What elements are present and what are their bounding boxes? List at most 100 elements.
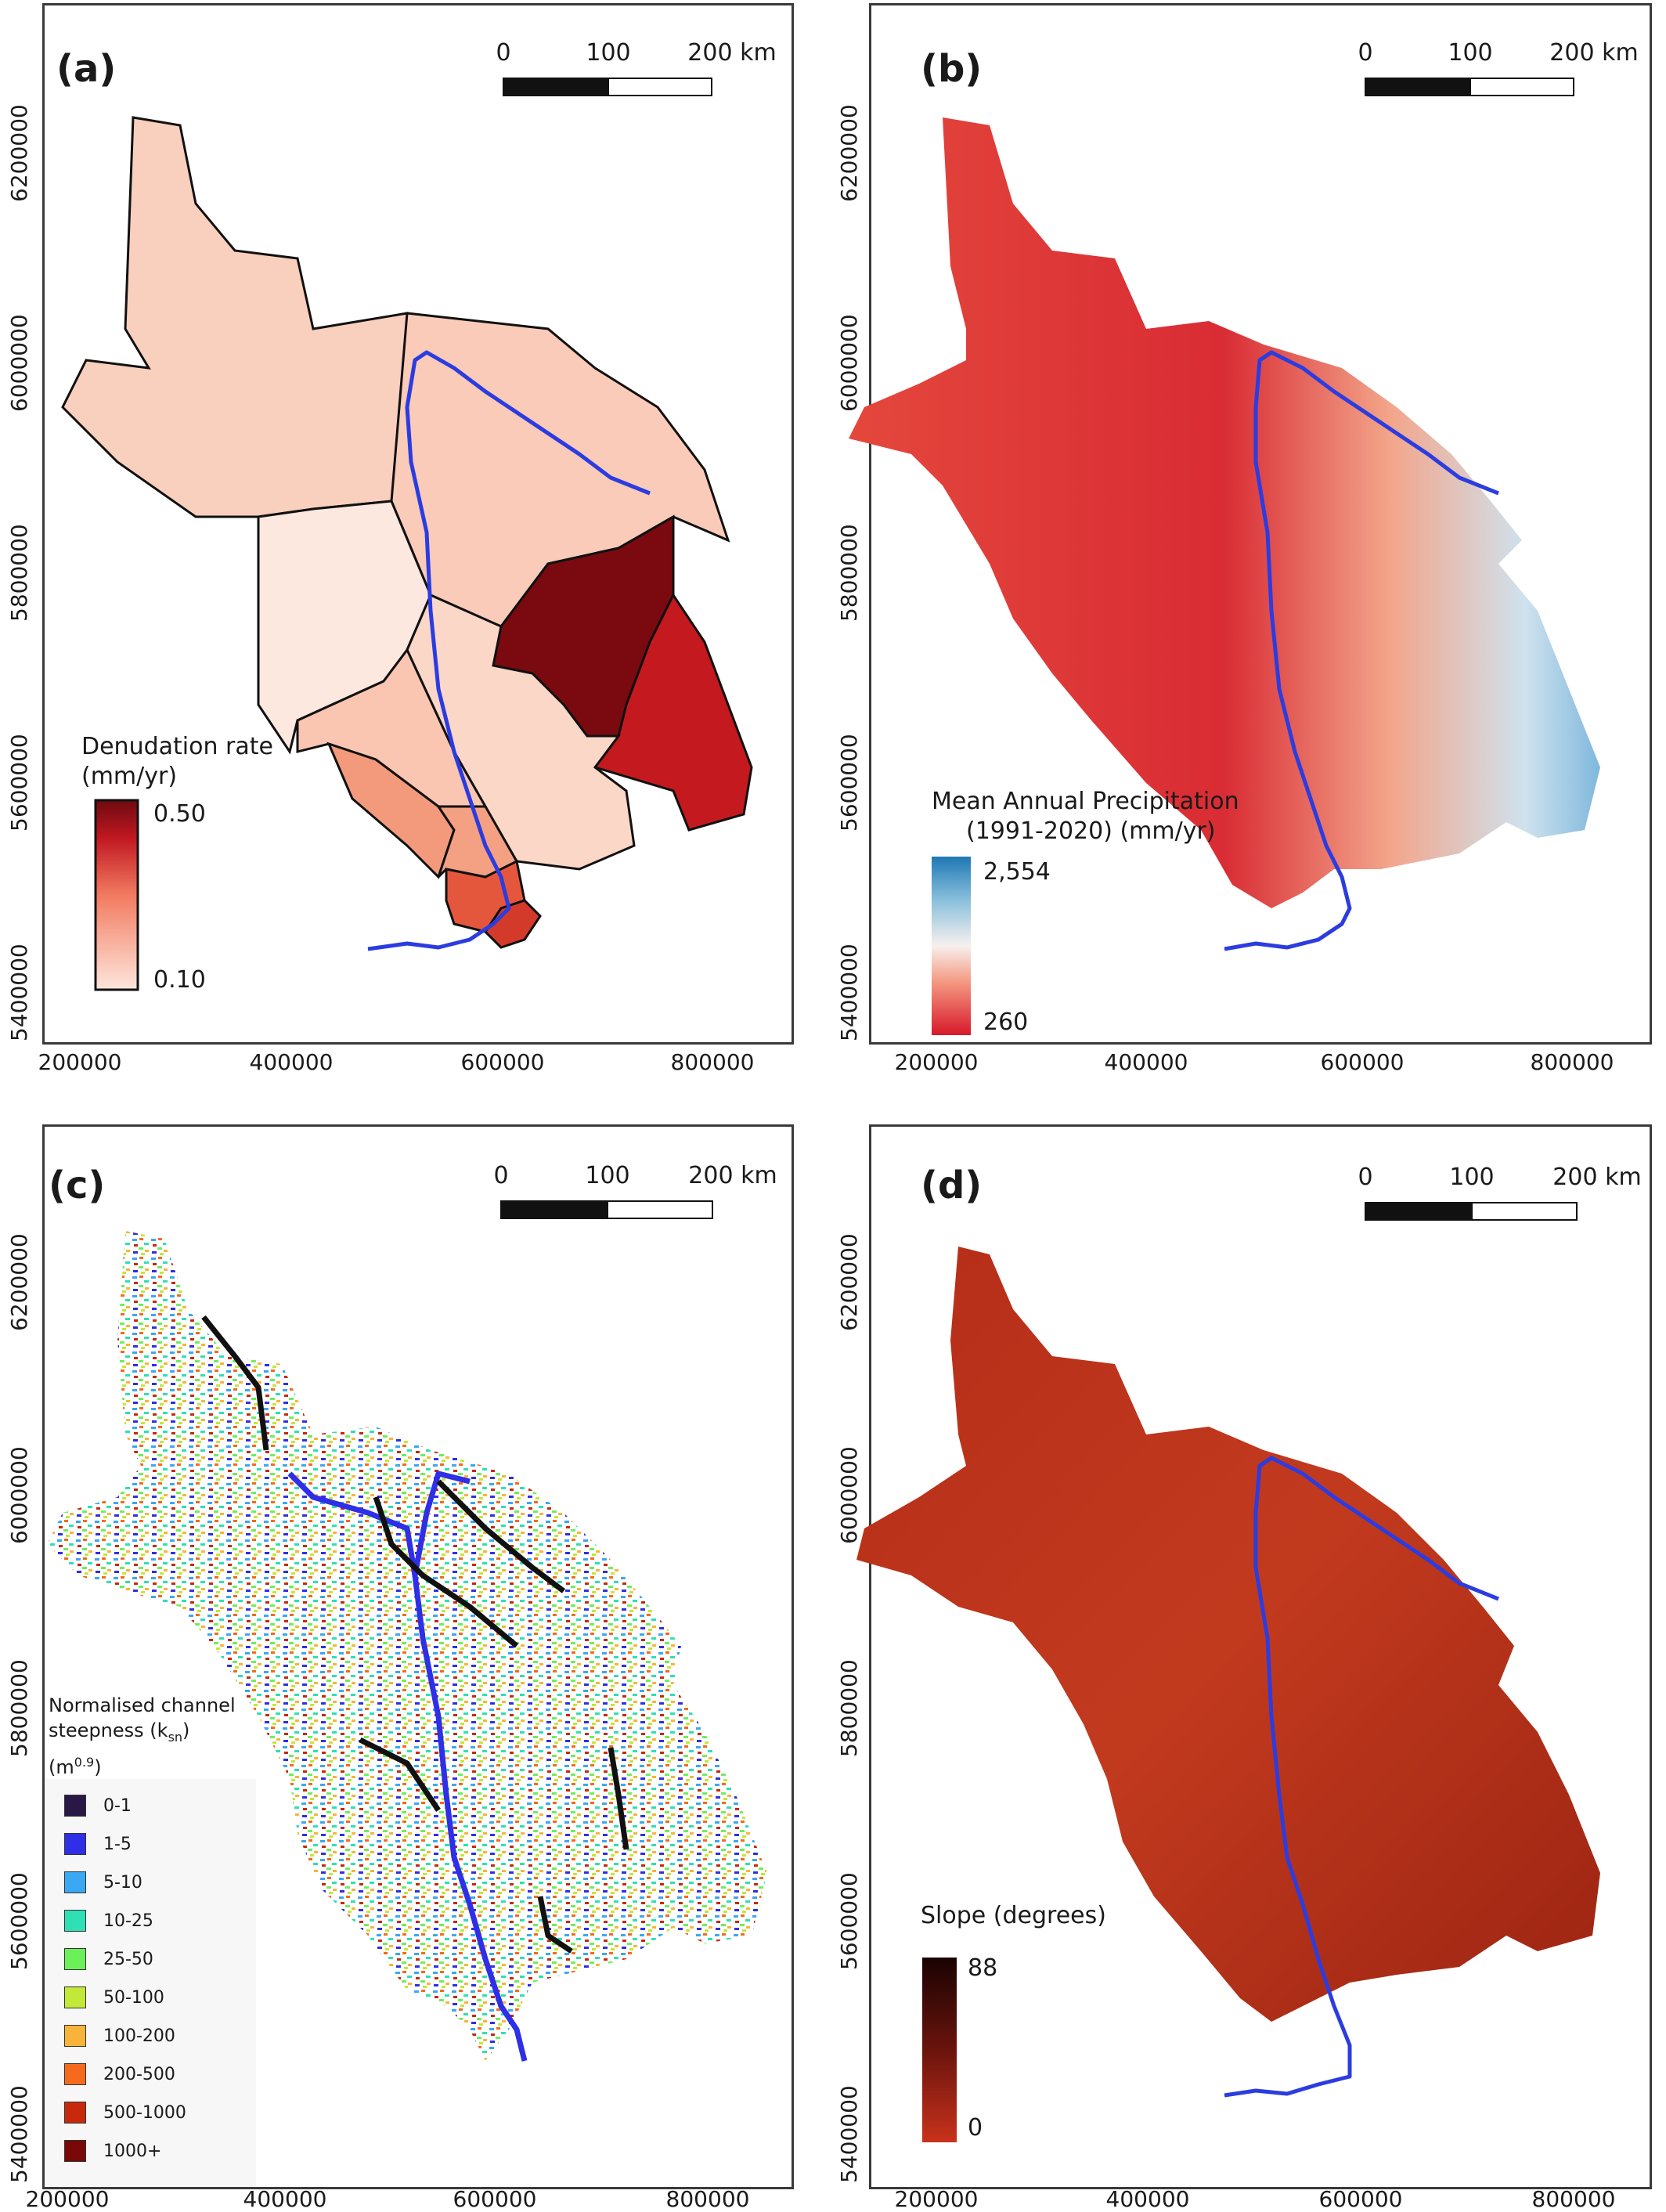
scale-bar-black [503,78,609,96]
scale-bar-black-b [1365,78,1471,96]
ksn-legend-swatch [64,2025,86,2047]
ksn-legend-swatch [64,1795,86,1817]
x-tick-200000-a: 200000 [38,1049,122,1075]
y-tick-5600000-c: 5600000 [6,1872,32,1970]
ksn-legend-swatch [64,1948,86,1970]
ksn-legend-label: 50-100 [103,1987,164,2008]
legend-title-c-unit: (m0.9) [49,1750,236,1780]
subcatchment-southeast [593,593,753,832]
ksn-legend-swatch [64,1833,86,1855]
ksn-legend-swatch [64,1910,86,1932]
panel-c: (c) 0 100 200 km Normalised channel stee… [0,1106,833,2212]
main-river-d [1224,1456,1499,2098]
scale-bar-white-c [607,1200,713,1219]
legend-title-b-line1: Mean Annual Precipitation [932,788,1239,815]
precipitation-raster [849,117,1600,908]
legend-title-c-line2: steepness (ksn) [49,1718,236,1750]
slope-raster [856,1247,1600,2022]
ksn-legend-swatch [64,2140,86,2162]
map-d [856,1202,1600,2142]
y-tick-6000000-b: 6000000 [836,314,862,412]
scale-bar-white-d [1471,1202,1578,1221]
x-tick-400000-c: 400000 [243,2186,327,2212]
scale-label-0-c: 0 [493,1162,509,1189]
y-tick-6000000-c: 6000000 [6,1446,32,1544]
ksn-legend-item: 1000+ [64,2134,161,2168]
panel-label-b: (b) [921,47,983,91]
scale-label-200: 200 km [687,39,777,67]
panel-label-d: (d) [921,1164,983,1207]
ksn-legend-item: 500-1000 [64,2095,186,2130]
ksn-legend-label: 100-200 [103,2026,175,2046]
legend-max-d: 88 [968,1954,998,1982]
ksn-legend-label: 200-500 [103,2064,175,2084]
x-tick-600000-b: 600000 [1320,1049,1405,1075]
y-tick-5400000-b: 5400000 [836,944,862,1041]
legend-unit-close: ) [94,1756,102,1778]
x-tick-400000-d: 400000 [1105,2186,1190,2212]
legend-title-c-sub: sn [168,1729,183,1745]
ksn-legend-list: 0-1 1-5 5-10 10-25 25-50 50-100 100-200 200-500… [27,1788,246,2172]
scale-bar-black-c [500,1200,608,1219]
panel-b: (b) 0 100 200 km Mean Annual Precipitati… [833,0,1666,1106]
legend-title-c-ksn: steepness (k [49,1719,168,1741]
legend-min-d: 0 [968,2114,983,2142]
y-tick-5400000-d: 5400000 [836,2085,862,2183]
legend-title-a-line2: (mm/yr) [81,763,178,790]
ksn-river-black [201,1315,629,1954]
ksn-legend-item: 25-50 [64,1942,153,1976]
y-tick-5800000-d: 5800000 [836,1659,862,1757]
legend-unit-sup: 0.9 [74,1754,95,1770]
x-tick-800000-a: 800000 [670,1049,755,1075]
legend-title-c-close: ) [182,1719,190,1741]
subcatchment-northwest [61,116,416,518]
panel-label-c: (c) [49,1164,106,1207]
legend-gradient-b [932,857,971,1035]
scale-bar-white [608,78,712,96]
y-tick-6200000-a: 6200000 [6,104,32,202]
x-tick-600000-d: 600000 [1318,2186,1403,2212]
ksn-legend-item: 1-5 [64,1827,132,1861]
main-river [367,350,651,951]
legend-max-b: 2,554 [983,858,1051,886]
y-tick-6200000-b: 6200000 [836,104,862,202]
scale-label-200-c: 200 km [688,1162,777,1189]
x-tick-800000-d: 800000 [1531,2186,1616,2212]
map-a [61,78,753,991]
scale-label-0-b: 0 [1358,39,1373,67]
legend-min-a: 0.10 [153,966,206,994]
y-tick-6000000-d: 6000000 [836,1446,862,1544]
legend-max-a: 0.50 [153,800,206,828]
x-tick-600000-c: 600000 [453,2186,537,2212]
x-tick-800000-b: 800000 [1530,1049,1614,1075]
y-tick-5800000-a: 5800000 [6,524,32,622]
map-b [849,78,1600,1035]
main-river-b [1224,350,1499,951]
ksn-legend-label: 0-1 [103,1795,132,1816]
y-tick-5400000-c: 5400000 [6,2085,32,2183]
legend-title-b: Mean Annual Precipitation (1991-2020) (m… [932,787,1239,846]
legend-title-b-line2: (1991-2020) (mm/yr) [966,817,1216,845]
y-tick-5400000-a: 5400000 [6,944,32,1041]
y-tick-6200000-c: 6200000 [6,1233,32,1331]
x-tick-200000-b: 200000 [894,1049,979,1075]
ksn-legend-swatch [64,1871,86,1893]
x-tick-600000-a: 600000 [460,1049,545,1075]
legend-title-c-line1: Normalised channel [49,1694,236,1716]
x-tick-400000-a: 400000 [249,1049,334,1075]
ksn-legend-swatch [64,1986,86,2008]
ksn-legend-swatch [64,2063,86,2085]
ksn-legend-item: 10-25 [64,1903,153,1938]
ksn-legend-item: 5-10 [64,1865,142,1900]
x-tick-400000-b: 400000 [1104,1049,1188,1075]
panel-d: (d) 0 100 200 km Slope (degrees) 88 0 20… [833,1106,1666,2212]
scale-label-100-c: 100 [585,1162,630,1189]
y-tick-5800000-c: 5800000 [6,1659,32,1757]
legend-gradient-a [94,799,139,991]
legend-unit-base: (m [49,1756,74,1778]
scale-bar-white-b [1469,78,1574,96]
ksn-channel-network [47,1231,767,2061]
panel-a: (a) 0 100 200 km Denudation rate (mm/yr)… [0,0,833,1106]
ksn-legend-item: 0-1 [64,1788,132,1823]
ksn-legend-item: 50-100 [64,1980,164,2015]
